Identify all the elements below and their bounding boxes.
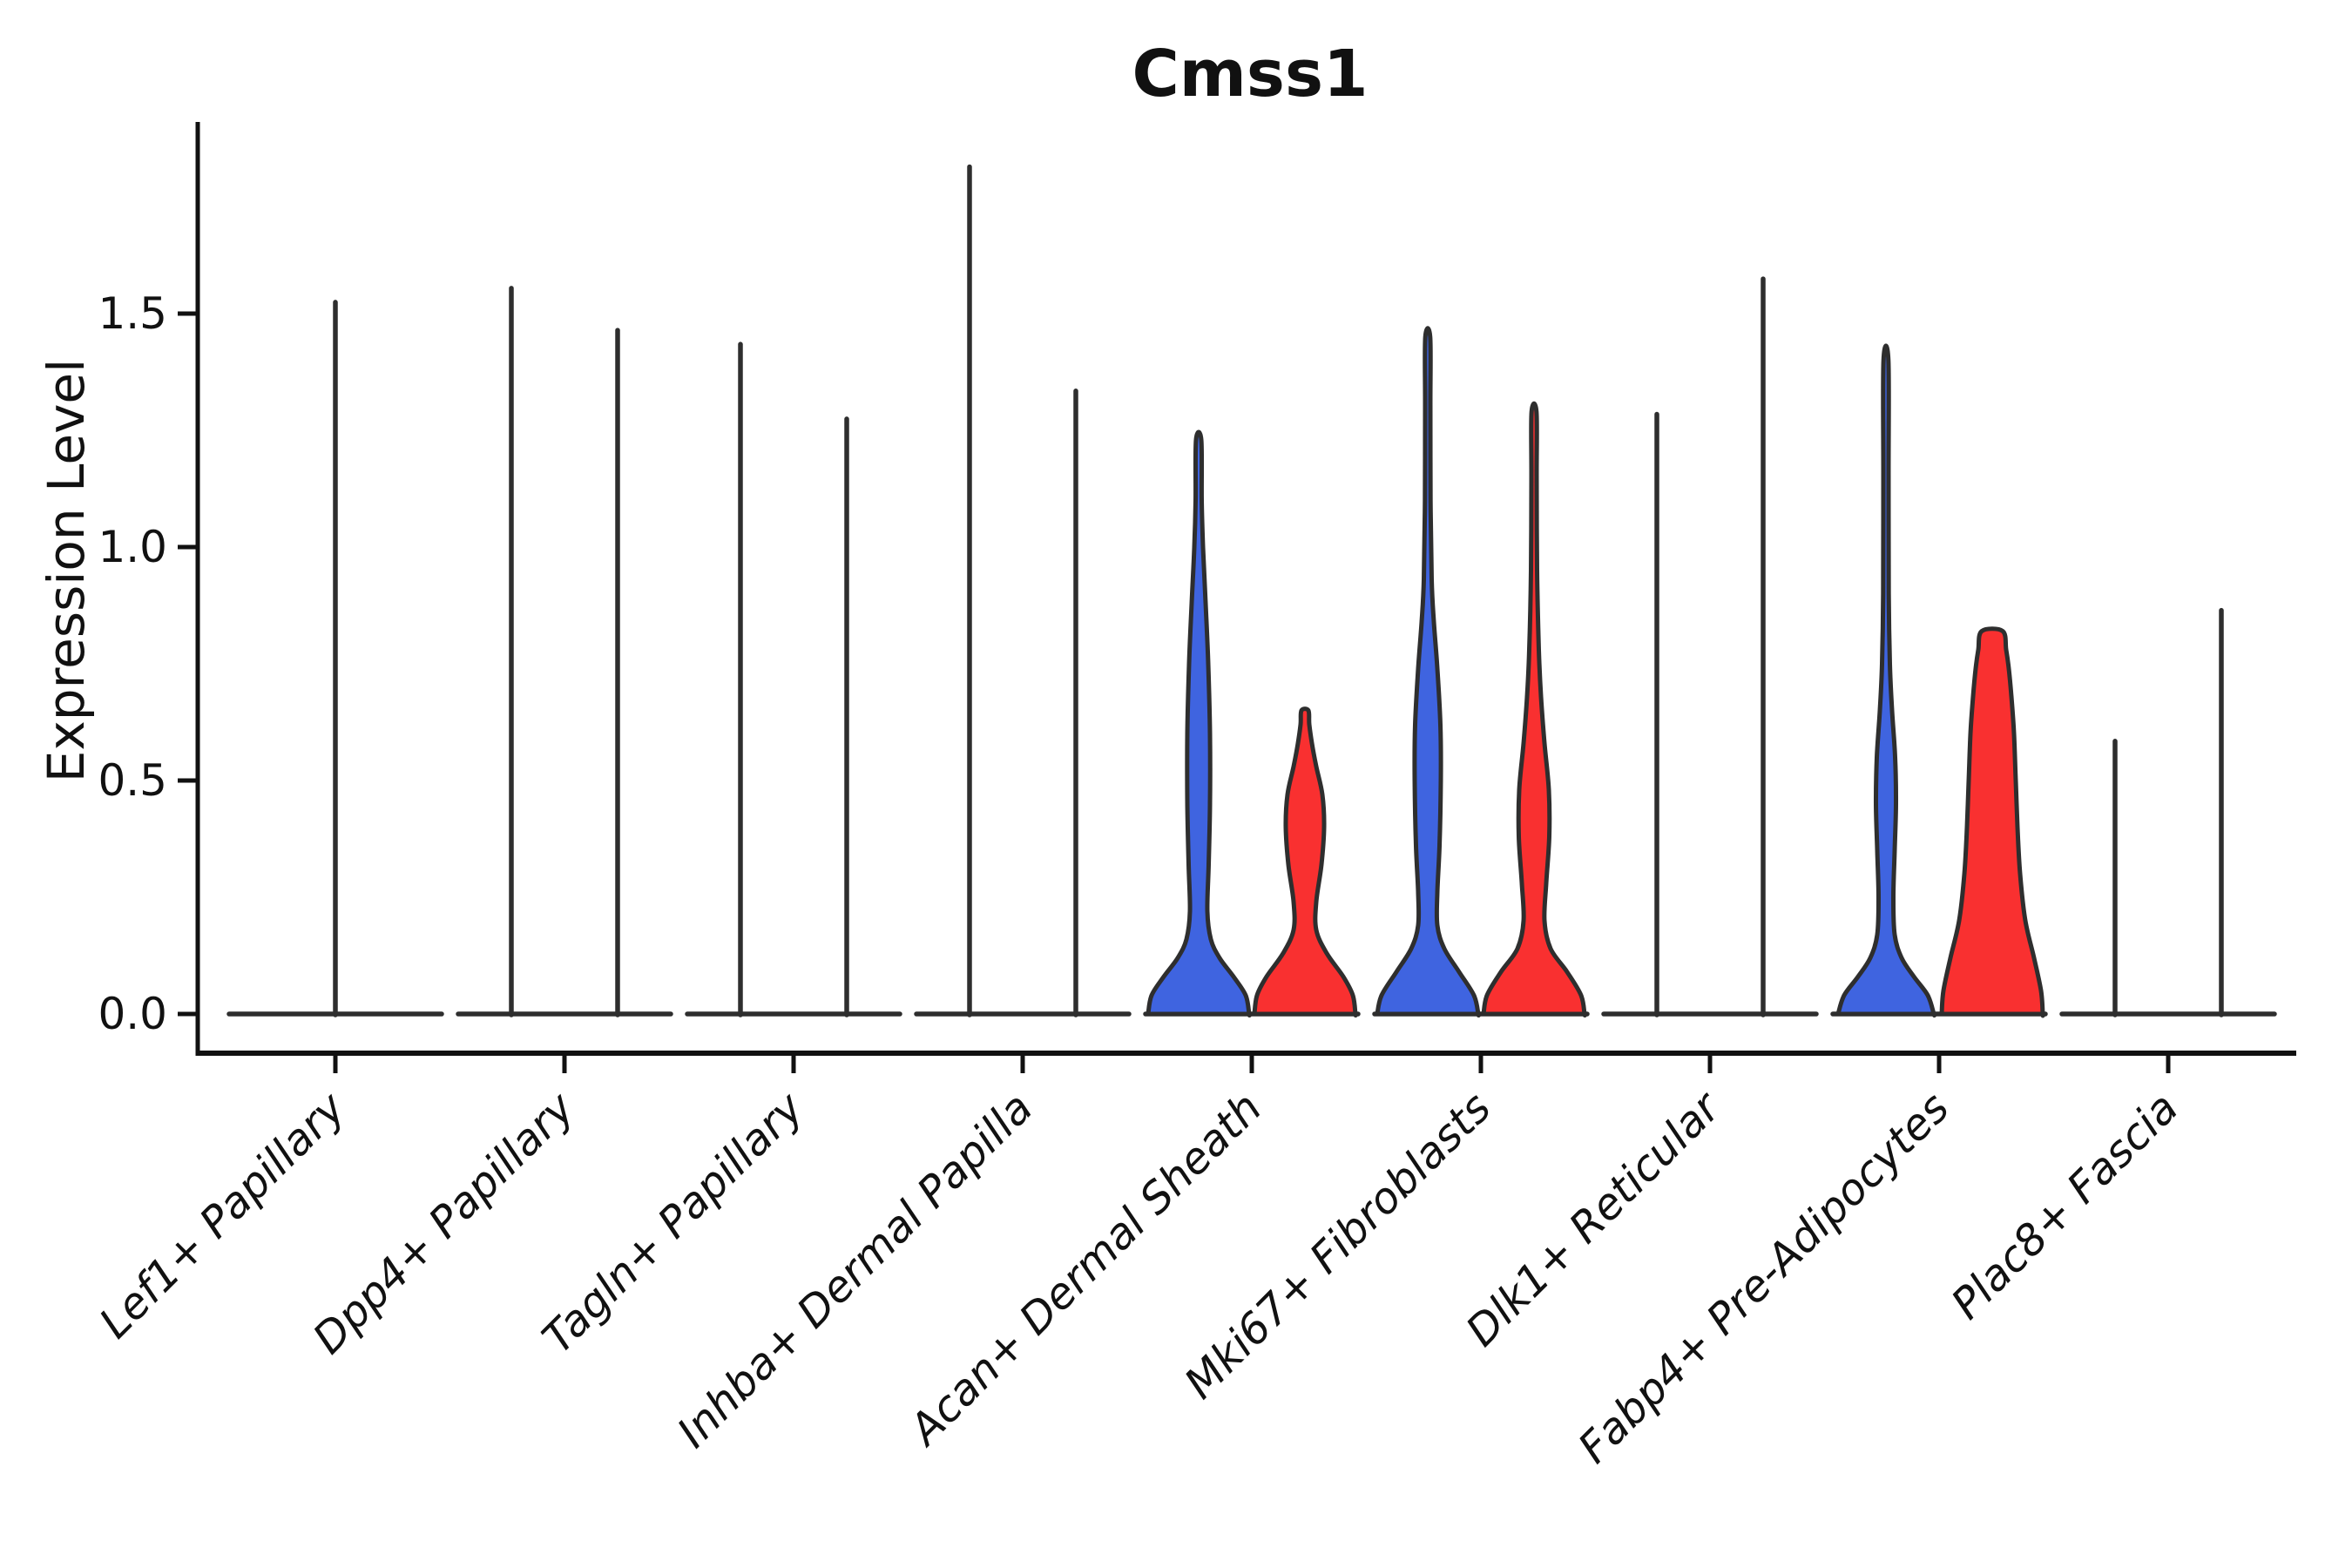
violin-group-2: [456, 286, 673, 1017]
filled-violin: [1146, 429, 1252, 1018]
violin-group-5: [1143, 429, 1361, 1018]
violin-group-9: [2059, 607, 2277, 1017]
violin-group-6: [1372, 326, 1590, 1018]
filled-violin: [1835, 343, 1937, 1018]
x-tick-label: Plac8+ Fascia: [1942, 1083, 2187, 1328]
x-tick-label: Lef1+ Papillary: [90, 1082, 355, 1348]
filled-violin: [1252, 706, 1358, 1018]
y-tick-label: 1.0: [98, 522, 167, 572]
filled-violin: [1481, 401, 1587, 1018]
violin-group-3: [685, 341, 902, 1017]
violin-group-4: [914, 164, 1132, 1017]
violin-group-8: [1830, 343, 2048, 1018]
y-tick-label: 0.5: [98, 755, 167, 806]
y-tick-label: 1.5: [98, 288, 167, 339]
violin-group-7: [1601, 276, 1819, 1017]
filled-violin: [1375, 326, 1481, 1018]
y-tick-label: 0.0: [98, 989, 167, 1039]
violin-group-1: [226, 300, 444, 1017]
violins-layer: [226, 164, 2277, 1018]
x-tick-label: Fabp4+ Pre-Adipocytes: [1569, 1083, 1959, 1473]
x-tick-label: Dlk1+ Reticular: [1456, 1081, 1731, 1355]
filled-violin: [1939, 626, 2045, 1018]
chart-title: Cmss1: [1132, 37, 1369, 112]
